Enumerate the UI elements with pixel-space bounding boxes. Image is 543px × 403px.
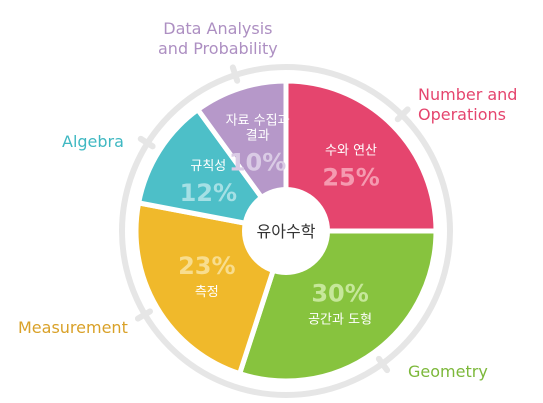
slice-percent-0: 25%: [322, 163, 379, 191]
outer-label-3: Algebra: [62, 132, 124, 151]
slice-percent-2: 23%: [178, 252, 235, 280]
slice-label-1: 공간과 도형: [308, 312, 372, 327]
ring-tick-4: [229, 64, 241, 84]
ring-ticks: [134, 64, 411, 374]
slice-label-2: 측정: [195, 285, 219, 300]
pie-slice-3: [136, 107, 289, 234]
slice-label-3: 규칙성: [190, 159, 226, 174]
slice-percent-3: 12%: [180, 179, 237, 207]
slice-label-4: 자료 수집과 결과: [226, 114, 290, 144]
slice-label-0: 수와 연산: [325, 143, 377, 158]
outer-label-1: Geometry: [408, 362, 488, 381]
ring-tick-0: [394, 106, 411, 123]
center-hub: [242, 187, 330, 275]
pie-slice-0: [283, 78, 439, 234]
slice-percent-4: 10%: [229, 149, 286, 177]
ring-tick-1: [375, 355, 391, 374]
ring-tick-3: [137, 135, 156, 150]
slice-percent-1: 30%: [311, 279, 368, 307]
outer-ring: [119, 64, 453, 398]
outer-label-2: Measurement: [18, 318, 128, 337]
ring-tick-2: [134, 308, 154, 322]
inner-labels: 수와 연산 25% 공간과 도형 30% 측정 23% 규칙성 12% 자료 수집과 결과 10%: [178, 114, 380, 328]
outer-label-4: Data Analysis and Probability: [158, 19, 278, 58]
center-label: 유아수학: [257, 222, 316, 241]
outer-label-0: Number and Operations: [418, 85, 518, 124]
